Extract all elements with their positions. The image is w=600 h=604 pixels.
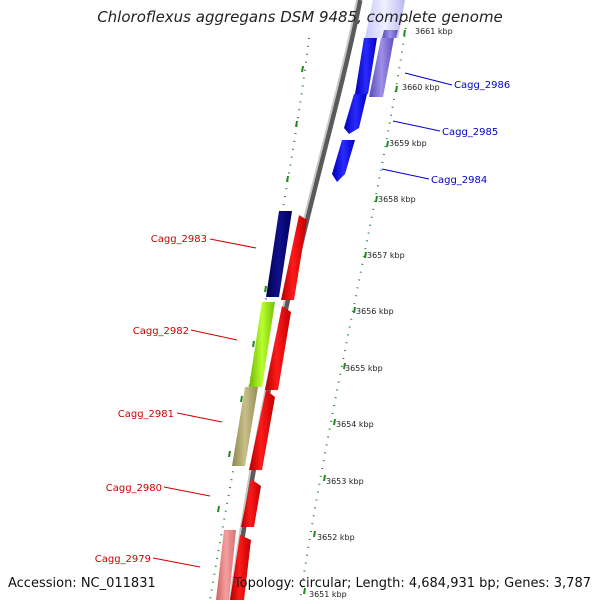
gene-arrow-red bbox=[249, 390, 275, 470]
inner-major-tick bbox=[386, 140, 389, 148]
genome-summary-text: Topology: circular; Length: 4,684,931 bp… bbox=[233, 576, 591, 591]
gene-arrow-red bbox=[281, 215, 307, 300]
gene-arrow-blue bbox=[332, 140, 355, 182]
gene-block-lavender bbox=[369, 38, 394, 97]
scale-label: 3653 kbp bbox=[326, 477, 364, 486]
accession-text: Accession: NC_011831 bbox=[8, 576, 156, 591]
gene-block-lime bbox=[249, 302, 275, 387]
gene-label: Cagg_2980 bbox=[106, 483, 162, 494]
gene-label: Cagg_2979 bbox=[95, 554, 151, 565]
gene-label: Cagg_2986 bbox=[454, 80, 510, 91]
inner-major-tick bbox=[403, 29, 406, 37]
gene-block-pink bbox=[216, 530, 236, 600]
gene-label: Cagg_2983 bbox=[151, 234, 207, 245]
blue-genes bbox=[332, 0, 405, 182]
outer-major-tick bbox=[301, 65, 304, 73]
leader-line bbox=[404, 72, 453, 86]
gene-labels: Cagg_2986 Cagg_2985 Cagg_2984 Cagg_2983 … bbox=[95, 80, 511, 565]
red-genes bbox=[230, 215, 307, 600]
leader-line bbox=[152, 557, 201, 568]
gene-block-lavender-cap bbox=[382, 30, 398, 38]
leader-line bbox=[163, 486, 211, 497]
leader-line bbox=[381, 168, 430, 180]
outer-major-tick bbox=[252, 340, 255, 348]
gene-block-khaki bbox=[232, 387, 258, 466]
outer-major-tick bbox=[264, 285, 267, 293]
inner-major-tick bbox=[343, 362, 346, 370]
inner-major-tick bbox=[364, 251, 367, 259]
outer-major-tick bbox=[228, 450, 231, 458]
inner-major-tick bbox=[313, 530, 316, 538]
outer-strand-genes bbox=[216, 211, 292, 600]
scale-label: 3657 kbp bbox=[367, 251, 405, 260]
scale-label: 3652 kbp bbox=[317, 533, 355, 542]
gene-arrow-red bbox=[241, 479, 261, 527]
scale-labels: 3651 kbp 3652 kbp 3653 kbp 3654 kbp 3655… bbox=[309, 27, 453, 599]
gene-label: Cagg_2982 bbox=[133, 326, 189, 337]
map-title: Chloroflexus aggregans DSM 9485, complet… bbox=[97, 8, 503, 26]
scale-label: 3656 kbp bbox=[356, 307, 394, 316]
scale-label: 3655 kbp bbox=[345, 364, 383, 373]
gene-block-lavender-light bbox=[365, 0, 405, 38]
scale-label: 3660 kbp bbox=[402, 83, 440, 92]
label-leaders bbox=[152, 72, 453, 568]
scale-label: 3661 kbp bbox=[415, 27, 453, 36]
inner-major-tick bbox=[303, 587, 306, 595]
gene-label: Cagg_2981 bbox=[118, 409, 174, 420]
outer-major-tick bbox=[286, 175, 289, 183]
gene-arrow-red bbox=[265, 306, 291, 390]
leader-line bbox=[209, 238, 257, 249]
leader-line bbox=[190, 329, 238, 341]
inner-major-tick bbox=[395, 85, 398, 93]
outer-major-tick bbox=[240, 395, 243, 403]
scale-label: 3658 kbp bbox=[378, 195, 416, 204]
gene-arrow-red bbox=[230, 535, 251, 600]
gene-arrow-blue bbox=[344, 94, 367, 134]
inner-major-tick bbox=[375, 195, 378, 203]
inner-ring-major-ticks bbox=[303, 29, 406, 595]
gene-label: Cagg_2985 bbox=[442, 127, 498, 138]
inner-major-tick bbox=[353, 306, 356, 314]
inner-major-tick bbox=[323, 474, 326, 482]
gene-block-navy bbox=[266, 211, 292, 297]
gene-label: Cagg_2984 bbox=[431, 175, 487, 186]
scale-label: 3659 kbp bbox=[389, 139, 427, 148]
leader-line bbox=[392, 120, 441, 132]
inner-major-tick bbox=[333, 418, 336, 426]
outer-major-tick bbox=[217, 505, 220, 513]
outer-major-tick bbox=[295, 120, 298, 128]
leader-line bbox=[176, 412, 223, 423]
scale-label: 3654 kbp bbox=[336, 420, 374, 429]
tick-ring-inner bbox=[299, 19, 408, 601]
scale-label: 3651 kbp bbox=[309, 590, 347, 599]
gene-arrow-blue bbox=[355, 38, 377, 94]
